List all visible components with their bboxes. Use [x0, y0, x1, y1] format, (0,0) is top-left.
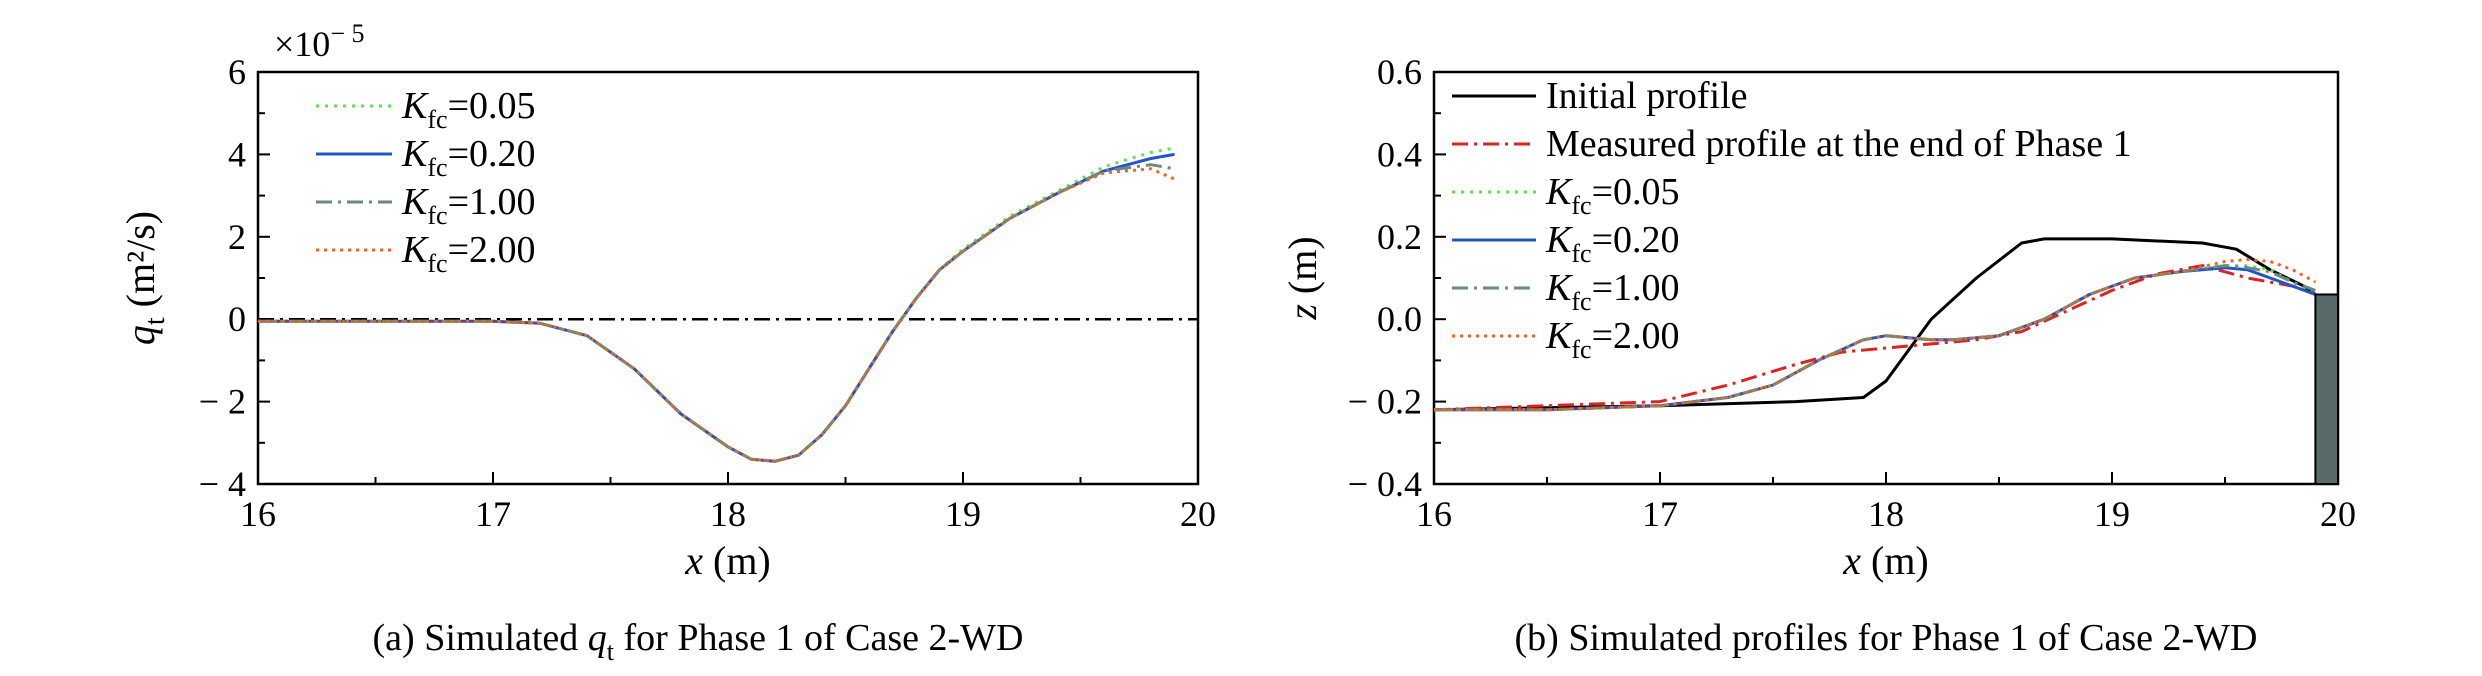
x-axis-label: x (m) — [684, 538, 771, 583]
legend-entry-2: Kfc=1.00 — [401, 181, 536, 230]
plot-frame — [256, 70, 1200, 486]
series-line-0 — [1434, 237, 2317, 412]
y-tick-label: 0.2 — [1377, 217, 1422, 257]
legend-entry-4: Kfc=1.00 — [1545, 267, 1680, 316]
chart-panel-a: 16 17 18 19 20 − 4 − 2 0 2 4 6 ×10− 5 x (m) qt (m²/s)… — [118, 19, 1216, 666]
series-line-3 — [258, 167, 1176, 463]
y-tick-label: 0.4 — [1377, 134, 1422, 174]
chart-caption: (b) Simulated profiles for Phase 1 of Ca… — [1515, 617, 2258, 659]
y-tick-label: 0.6 — [1377, 52, 1422, 92]
series-line-0 — [258, 146, 1175, 463]
x-tick-label: 20 — [2320, 494, 2356, 534]
chart-panel-b: 16 17 18 19 20 − 0.4 − 0.2 0.0 0.2 0.4 0.6 x (m) z (… — [1280, 52, 2356, 659]
x-tick-label: 16 — [240, 494, 276, 534]
y-axis-label: z (m) — [1280, 236, 1325, 320]
x-tick-label: 18 — [1868, 494, 1904, 534]
legend-entry-3: Kfc=2.00 — [401, 229, 536, 278]
legend-entry-5: Kfc=2.00 — [1545, 315, 1680, 364]
legend-entry-0: Kfc=0.05 — [401, 85, 536, 134]
y-axis-label: qt (m²/s) — [118, 211, 171, 345]
x-tick-label: 19 — [945, 494, 981, 534]
x-tick-label: 16 — [1416, 494, 1452, 534]
legend-entry-3: Kfc=0.20 — [1545, 219, 1680, 268]
x-tick-label: 17 — [1642, 494, 1678, 534]
y-tick-label: 2 — [228, 217, 246, 257]
legend-entry-1: Kfc=0.20 — [401, 133, 536, 182]
series-line-2 — [258, 163, 1175, 463]
x-tick-label: 18 — [710, 494, 746, 534]
legend-entry-2: Kfc=0.05 — [1545, 171, 1680, 220]
series-line-5 — [1434, 258, 2317, 412]
y-tick-label: 6 — [228, 52, 246, 92]
legend-entry-0: Initial profile — [1546, 75, 1748, 117]
seawall-structure — [2314, 293, 2339, 486]
y-tick-label: 4 — [228, 134, 246, 174]
data-layer — [258, 146, 1198, 463]
y-tick-label: − 0.4 — [1348, 464, 1422, 504]
y-tick-label: − 0.2 — [1348, 382, 1422, 422]
x-tick-label: 17 — [475, 494, 511, 534]
axis-multiplier: ×10− 5 — [274, 19, 364, 64]
y-tick-label: 0.0 — [1377, 299, 1422, 339]
y-tick-label: − 2 — [199, 382, 246, 422]
data-layer — [1434, 237, 2317, 412]
y-tick-label: 0 — [228, 299, 246, 339]
chart-caption: (a) Simulated qt for Phase 1 of Case 2-W… — [373, 617, 1024, 666]
x-tick-label: 20 — [1180, 494, 1216, 534]
series-line-4 — [1434, 264, 2316, 412]
legend-entry-1: Measured profile at the end of Phase 1 — [1546, 123, 2132, 165]
legend: Initial profile Measured profile at the e… — [1452, 75, 2132, 364]
y-tick-label: − 4 — [199, 464, 246, 504]
series-line-1 — [258, 152, 1175, 463]
x-tick-label: 19 — [2094, 494, 2130, 534]
x-axis-label: x (m) — [1842, 538, 1929, 583]
